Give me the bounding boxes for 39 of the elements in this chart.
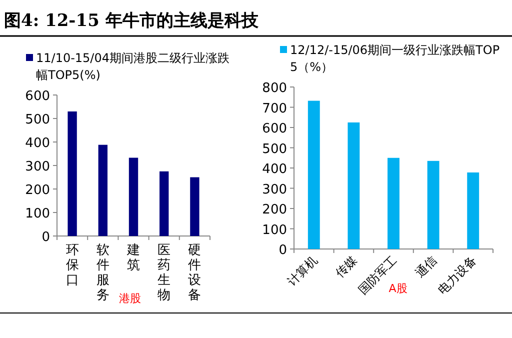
y-tick-label: 0 — [42, 230, 50, 245]
x-tick-label: 环保口 — [66, 243, 79, 288]
x-tick-label: 软件服务 — [96, 243, 110, 303]
bar — [467, 172, 480, 249]
y-tick-label: 600 — [262, 122, 287, 136]
y-tick-label: 200 — [262, 202, 287, 218]
y-tick-label: 500 — [262, 142, 287, 157]
bar — [190, 177, 200, 236]
x-tick-label: 传媒 — [332, 253, 360, 280]
x-tick-label: 硬件设备 — [188, 243, 202, 303]
x-tick-label: 医药生物 — [158, 243, 171, 303]
y-tick-label: 100 — [25, 206, 50, 222]
bar — [128, 158, 138, 236]
bar — [68, 111, 77, 236]
y-tick-label: 300 — [262, 182, 287, 198]
legend-label: 12/12/-15/06期间一级行业涨跌幅TOP5（%） — [290, 43, 500, 74]
y-tick-label: 600 — [25, 89, 50, 104]
bar — [388, 158, 400, 249]
text: A股 — [388, 282, 408, 295]
text: 港股 — [119, 292, 141, 305]
bar — [427, 160, 440, 249]
y-tick-label: 500 — [25, 112, 50, 128]
legend-label: 11/10-15/04期间港股二级行业涨跌幅TOP5(%) — [36, 51, 230, 82]
y-tick-label: 200 — [25, 183, 50, 198]
bar — [160, 171, 169, 236]
y-tick-label: 100 — [262, 222, 287, 238]
y-tick-label: 400 — [262, 162, 287, 177]
chart-title: 图4: 12-15 年牛市的主线是科技 — [4, 11, 260, 31]
bar — [308, 100, 320, 249]
x-tick-label: 计算机 — [284, 253, 320, 289]
y-tick-label: 700 — [262, 101, 287, 116]
y-tick-label: 0 — [278, 243, 287, 258]
y-tick-label: 400 — [25, 136, 50, 151]
x-tick-label: 建筑 — [126, 243, 140, 273]
y-tick-label: 800 — [262, 81, 287, 96]
bar — [348, 122, 360, 249]
bar — [98, 144, 108, 236]
y-tick-label: 300 — [25, 160, 50, 174]
x-tick-label: 通信 — [412, 253, 440, 280]
